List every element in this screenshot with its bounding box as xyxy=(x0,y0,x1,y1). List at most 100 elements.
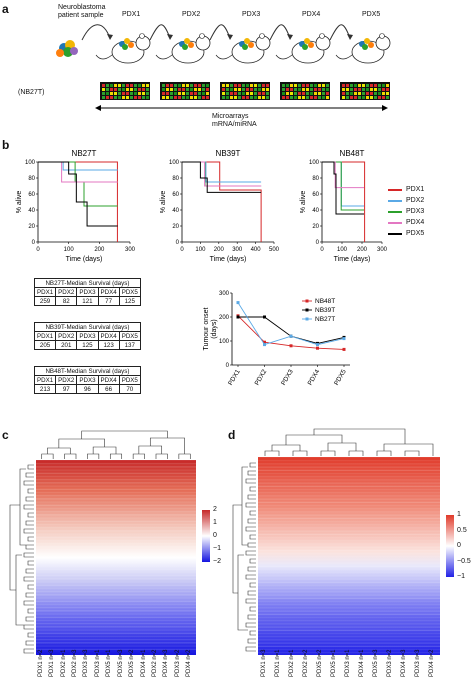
y-tick-label: 60 xyxy=(312,192,319,198)
km-series-line xyxy=(322,161,366,242)
km-series-line xyxy=(322,161,364,211)
pdx-label: PDX3 xyxy=(242,11,261,18)
km-series-line xyxy=(182,161,262,242)
onset-point xyxy=(342,337,346,341)
dendrogram-left-c xyxy=(9,464,34,654)
km-series-line xyxy=(38,161,118,171)
km-plot: NB48T 0 100 200 300 0 20 40 60 80 100 Time (days) % … xyxy=(300,149,388,263)
table-cell: 66 xyxy=(97,384,120,394)
y-tick-label: 40 xyxy=(28,208,35,214)
colorbar-tick-label: −1 xyxy=(213,545,221,552)
microarray-chip xyxy=(340,82,390,100)
pdx-label: PDX4 xyxy=(302,11,321,18)
heatmap-column-label: PDX2 n=1 xyxy=(60,649,67,677)
colorbar-tick-label: 0.5 xyxy=(457,526,467,534)
table-cell: 205 xyxy=(33,340,57,350)
table-cell: 201 xyxy=(55,340,78,350)
y-tick-label: 0 xyxy=(32,240,36,246)
x-tick-label: 200 xyxy=(357,247,368,253)
x-tick-label: PDX5 xyxy=(333,368,348,387)
legend-item: PDX1 xyxy=(388,184,424,195)
table-cell: 96 xyxy=(76,384,99,394)
y-tick-label: 80 xyxy=(172,176,179,182)
y-tick-label: 20 xyxy=(172,224,179,230)
table-cell: 82 xyxy=(55,296,78,306)
x-axis-label: Time (days) xyxy=(210,256,247,263)
y-axis-label: % alive xyxy=(300,191,307,214)
y-tick-label: 20 xyxy=(312,224,319,230)
table-header-cell: PDX4 xyxy=(97,375,120,385)
table-cell: 125 xyxy=(118,296,141,306)
table-header-cell: PDX5 xyxy=(118,331,141,341)
onset-point xyxy=(263,315,266,319)
legend-label: PDX3 xyxy=(406,208,425,215)
x-tick-label: PDX4 xyxy=(307,368,322,387)
legend-label: NB39T xyxy=(315,307,335,314)
y-axis-label: (days) xyxy=(211,319,218,338)
km-series-line xyxy=(38,161,118,207)
mouse-icon xyxy=(275,33,331,64)
heatmap-column-label: PDX4 n=1 xyxy=(359,649,365,677)
y-tick-label: 0 xyxy=(316,240,320,246)
model-label: (NB27T) xyxy=(18,89,45,96)
y-tick-label: 40 xyxy=(172,208,179,214)
pdx-label: PDX1 xyxy=(122,11,141,18)
km-series-line xyxy=(322,161,364,215)
x-axis-label: Time (days) xyxy=(334,256,371,263)
km-title: NB39T xyxy=(216,149,241,158)
x-tick-label: 300 xyxy=(377,247,388,253)
x-axis-label: Time (days) xyxy=(66,256,103,263)
heatmap-column-label: PDX3 n=2 xyxy=(174,649,181,677)
legend-label: PDX2 xyxy=(406,197,425,204)
mouse-icon xyxy=(215,33,271,64)
heatmap-column-label: PDX2 n=1 xyxy=(289,649,295,677)
heatmap-column-label: PDX5 n=3 xyxy=(117,649,124,677)
dendrogram-left-d xyxy=(232,462,256,652)
legend-swatch xyxy=(388,188,402,191)
mouse-icon xyxy=(155,33,211,64)
y-tick-label: 60 xyxy=(172,192,179,198)
heatmap-column-label: PDX3 n=1 xyxy=(345,649,351,677)
km-title: NB27T xyxy=(72,149,97,158)
y-tick-label: 100 xyxy=(169,160,180,166)
table-cell: 259 xyxy=(33,296,57,306)
colorbar-d xyxy=(446,515,454,577)
median-survival-table: NB48T-Median Survival (days) PDX1 PDX2 PDX3… xyxy=(33,366,141,394)
table-cell: 121 xyxy=(76,296,99,306)
table-header-cell: PDX3 xyxy=(76,287,99,297)
table-header-cell: PDX5 xyxy=(118,287,141,297)
y-tick-label: 200 xyxy=(219,315,230,321)
onset-point xyxy=(263,343,266,347)
colorbar-tick-label: 0 xyxy=(213,532,217,539)
table-header-cell: PDX4 xyxy=(97,331,120,341)
x-tick-label: 0 xyxy=(36,247,40,253)
y-tick-label: 300 xyxy=(219,291,230,297)
onset-point xyxy=(236,315,240,319)
microarray-chip xyxy=(280,82,330,100)
mouse-icon xyxy=(95,33,151,64)
onset-point xyxy=(289,334,293,338)
km-series-line xyxy=(38,161,118,183)
x-tick-label: PDX1 xyxy=(227,368,242,387)
mouse-icon xyxy=(335,33,391,64)
table-header-cell: PDX2 xyxy=(55,287,78,297)
km-series-line xyxy=(182,161,262,193)
table-header-cell: PDX1 xyxy=(33,331,57,341)
legend-item: PDX3 xyxy=(388,206,424,217)
colorbar-tick-label: 2 xyxy=(213,506,217,513)
heatmap-column-label: PDX4 n=2 xyxy=(429,649,435,677)
colorbar-tick-label: 1 xyxy=(213,519,217,526)
survival-legend: PDX1 PDX2 PDX3 PDX4 PDX5 xyxy=(388,184,424,239)
heatmap-column-label: PDX4 n=1 xyxy=(140,649,147,677)
table-header-cell: PDX2 xyxy=(55,331,78,341)
table-header-cell: PDX5 xyxy=(118,375,141,385)
onset-point xyxy=(289,344,293,348)
heatmap-column-label: PDX5 n=2 xyxy=(129,649,136,677)
legend-swatch xyxy=(388,199,402,202)
heatmap-column-label: PDX1 n=1 xyxy=(275,649,281,677)
y-tick-label: 20 xyxy=(28,224,35,230)
tumor-cluster-icon xyxy=(56,40,78,57)
heatmap-column-label: PDX5 n=3 xyxy=(373,649,379,677)
y-tick-label: 100 xyxy=(309,160,320,166)
